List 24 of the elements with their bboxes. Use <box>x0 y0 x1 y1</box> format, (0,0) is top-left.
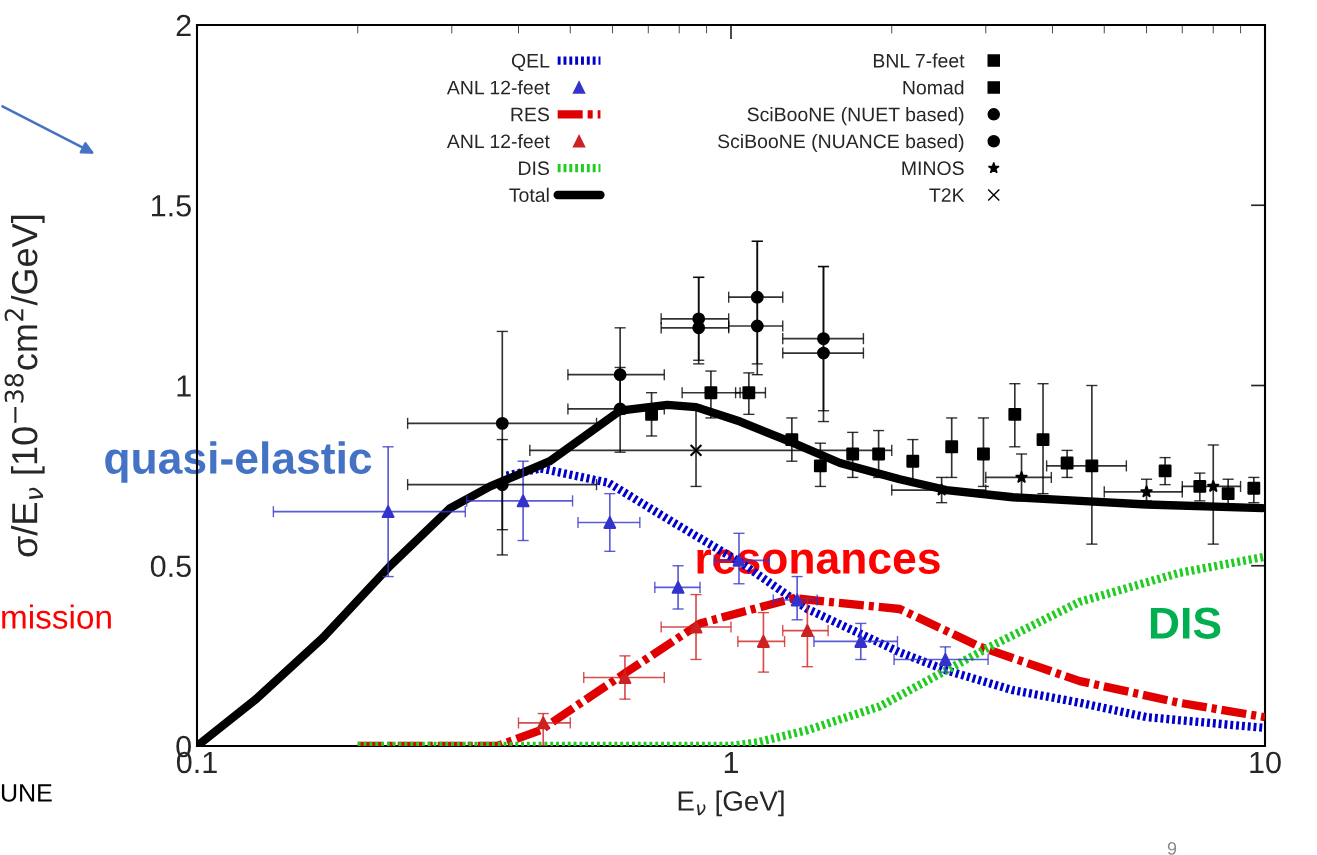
legend-label: Total <box>509 187 549 202</box>
annotation: DIS <box>1150 607 1221 639</box>
x-tick-label: 10 <box>1250 751 1281 774</box>
legend-label: RES <box>511 107 549 122</box>
legend-label: SciBooNE (NUET based) <box>747 107 964 126</box>
text: 9 <box>1167 842 1177 855</box>
legend-label: T2K <box>929 188 965 202</box>
legend-label: ANL 12-feet <box>446 133 550 149</box>
legend-label: BNL 7-feet <box>873 53 965 68</box>
legend-label: SciBooNE (NUANCE based) <box>718 133 964 153</box>
y-tick-label: 1.5 <box>152 195 191 217</box>
x-tick-label: 1 <box>724 751 739 773</box>
legend-label: QEL <box>511 53 550 72</box>
legend-label: MINOS <box>902 161 964 176</box>
y-axis-title: σ/E$_{ν}$ [10$^{−38}$cm$^{2}$/GeV] <box>4 215 45 557</box>
y-tick-label: 1 <box>177 375 191 397</box>
x-axis-title: E$_{ν}$ [GeV] <box>678 790 784 817</box>
legend-label: DIS <box>519 161 549 176</box>
y-tick-label: 0.5 <box>150 555 191 578</box>
y-tick-label: 2 <box>176 14 191 37</box>
text: mission <box>2 604 111 629</box>
legend-label: ANL 12-feet <box>446 80 550 95</box>
text: UNE <box>1 784 52 802</box>
legend-label: Nomad <box>903 80 964 95</box>
